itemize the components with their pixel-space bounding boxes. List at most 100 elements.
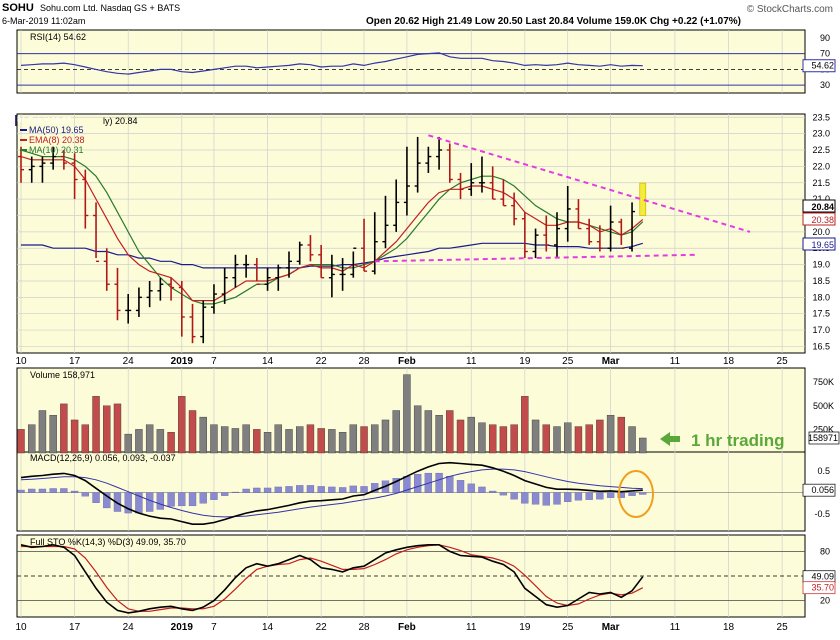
x-tick-label: 25 [562, 356, 574, 367]
macd-title: MACD(12,26,9) 0.056, 0.093, -0.037 [30, 453, 176, 463]
volume-bar [542, 424, 550, 454]
ohlc-bar [489, 166, 496, 200]
macd-histogram-bar [221, 492, 229, 496]
x-tick-label-bottom: 28 [358, 622, 370, 633]
price-y-tick: 17.0 [812, 325, 830, 335]
macd-histogram-bar [124, 492, 132, 514]
macd-line [20, 461, 643, 526]
price-tag-box [802, 199, 836, 213]
company-name: Sohu.com Ltd. Nasdaq GS + BATS [40, 3, 180, 13]
legend-title-clipped: ly) 20.84 [103, 116, 138, 126]
macd-histogram-bar [456, 480, 465, 493]
rsi-panel [16, 29, 806, 94]
volume-bar [231, 428, 240, 454]
x-tick-label: 18 [723, 356, 735, 367]
cursor-tooltip: 01 Feb Y:38.57 [17, 116, 72, 125]
macd-histogram-bar [167, 492, 175, 507]
macd-histogram-bar [360, 486, 368, 493]
macd-tag: 0.056 [811, 485, 834, 495]
ohlc-bar [200, 300, 207, 344]
macd-histogram-bar [478, 486, 486, 493]
x-tick-label-bottom: Mar [602, 622, 620, 633]
x-tick-label-bottom: 19 [519, 622, 531, 633]
ohlc-bar [125, 294, 132, 324]
ohlc-bar [243, 254, 250, 278]
ohlc-bar [339, 258, 346, 291]
rsi-y-tick: 30 [820, 80, 830, 90]
ohlc-bar [403, 146, 410, 216]
sto-k-tag: 49.09 [811, 572, 834, 582]
macd-histogram-bar [328, 486, 336, 493]
volume-bar [210, 424, 218, 454]
ohlc-bar [521, 212, 528, 259]
rsi-title: RSI(14) 54.62 [30, 32, 86, 42]
ohlc-bar [168, 277, 175, 301]
volume-bar [60, 403, 68, 454]
ohlc-bar [146, 280, 153, 308]
macd-histogram-bar [574, 492, 583, 501]
ohlc-bar [71, 153, 78, 200]
volume-bar [381, 419, 390, 454]
macd-histogram-bar [274, 486, 282, 493]
macd-histogram-bar [489, 490, 497, 493]
ohlc-bar [371, 212, 378, 275]
ohlc-bar [210, 284, 217, 314]
macd-y-tick: 0.5 [817, 466, 830, 476]
macd-signal-line [20, 468, 643, 518]
volume-bar [92, 396, 100, 454]
ohlc-bar [232, 254, 239, 288]
ohlc-bar [307, 235, 314, 262]
volume-bar [521, 396, 529, 454]
price-tag: 20.84 [811, 202, 834, 212]
ohlc-bar [414, 136, 421, 193]
volume-bar [553, 426, 561, 454]
volume-bar [188, 410, 197, 454]
volume-bar [70, 419, 79, 454]
sto-d-line [21, 544, 644, 612]
macd-histogram-bar [306, 485, 315, 493]
x-tick-label: Feb [398, 356, 416, 367]
ohlc-bar [60, 150, 67, 170]
annotation-arrow-icon [660, 432, 680, 446]
ohlc-bar [500, 179, 507, 207]
macd-histogram-bar [446, 476, 454, 493]
x-tick-label: 14 [262, 356, 274, 367]
macd-histogram-bar [231, 491, 240, 494]
volume-tag-box [808, 431, 840, 445]
ohlc-bar [135, 287, 142, 317]
volume-bar [145, 424, 154, 454]
x-tick-label-bottom: 25 [777, 622, 789, 633]
volume-bar [242, 424, 250, 454]
volume-bar [253, 429, 261, 454]
macd-histogram-bar [510, 492, 518, 500]
volume-bar [296, 426, 304, 454]
volume-bar [328, 429, 336, 454]
sto-d-tag: 35.70 [811, 583, 834, 593]
volume-bar [596, 419, 604, 454]
price-y-tick: 21.5 [812, 178, 830, 188]
macd-tag-box [802, 483, 836, 497]
macd-histogram-bar [413, 473, 422, 493]
macd-histogram-bar [285, 486, 293, 493]
ohlc-bar [264, 267, 271, 291]
volume-bar [510, 424, 518, 454]
ohlc-bar [468, 163, 475, 196]
ohlc-bar [543, 215, 550, 252]
volume-bar [103, 405, 111, 454]
rsi-y-tick: 70 [820, 49, 830, 59]
legend-entry: MA(50) 19.65 [29, 125, 84, 135]
price-y-tick: 18.0 [812, 292, 830, 302]
x-tick-label: 7 [211, 356, 217, 367]
macd-histogram-bar [296, 485, 304, 493]
annotation-circle [618, 470, 654, 518]
volume-bar [392, 410, 400, 454]
ohlc-bar [28, 156, 35, 183]
x-tick-label-bottom: 24 [123, 622, 135, 633]
ohlc-bar [350, 247, 357, 278]
volume-bar [564, 422, 572, 454]
macd-histogram-bar [617, 492, 625, 498]
x-tick-label: Mar [602, 356, 620, 367]
macd-histogram-bar [467, 483, 475, 493]
volume-bar [317, 428, 325, 454]
